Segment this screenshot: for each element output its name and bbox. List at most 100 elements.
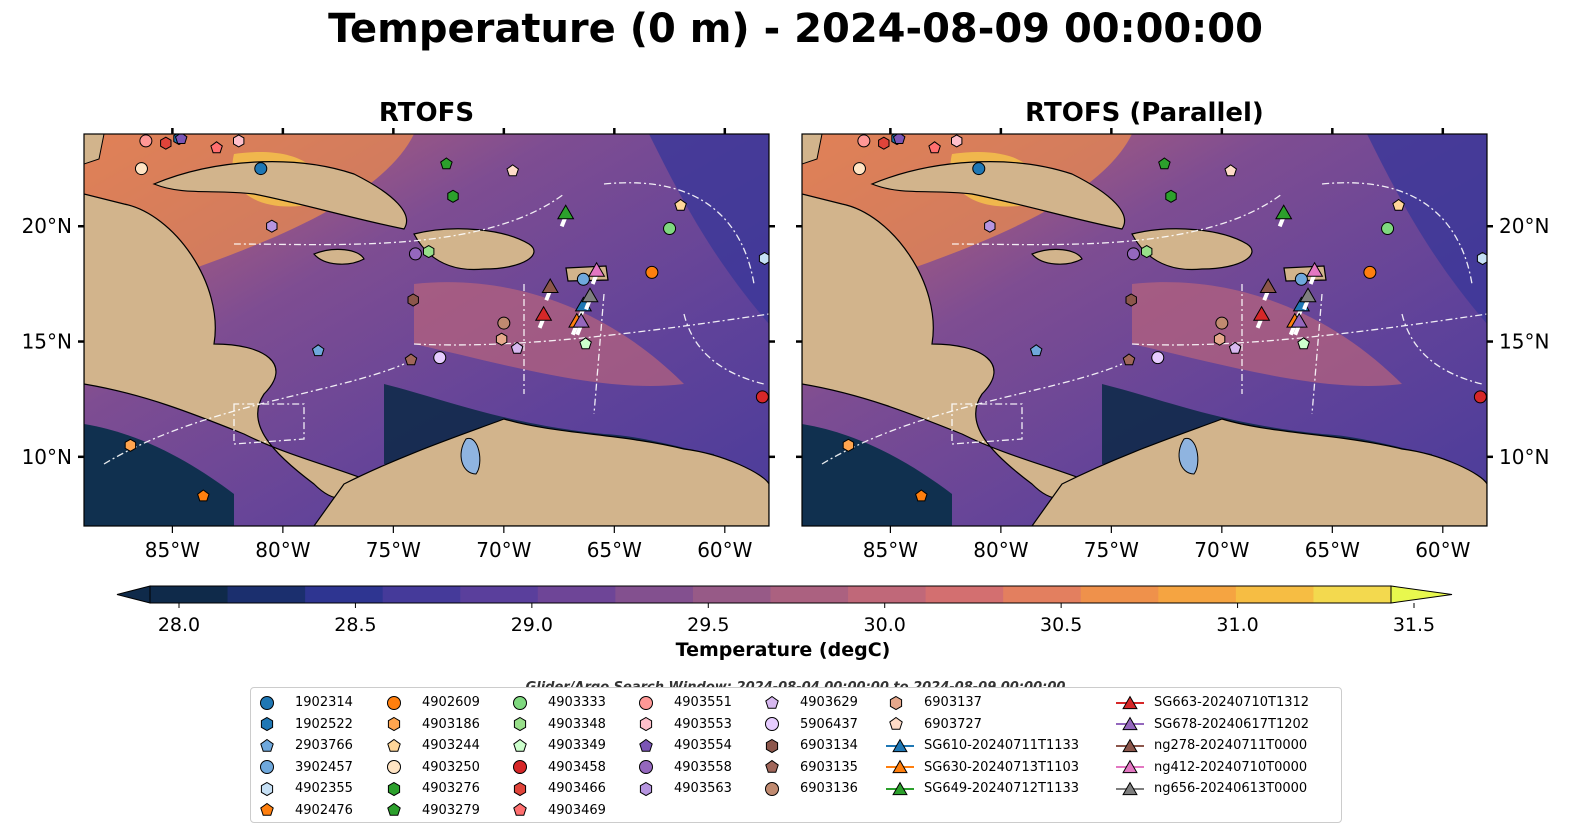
legend-item: 5906437 [762,714,858,736]
legend-triangle-icon [1122,738,1138,752]
legend-label: 4903466 [548,781,606,797]
legend-label: SG610-20240711T1133 [924,738,1080,754]
argo-float-6903134 [407,293,419,307]
legend-pentagon-icon [387,738,401,752]
colorbar-tick-label: 29.0 [511,614,553,636]
legend-marker-icon [639,717,653,732]
colorbar-label: Temperature (degC) [676,639,891,661]
eez-boundary-line [233,193,565,246]
legend-marker-icon [889,717,903,731]
glider-ng278-20240711T0000 [1259,278,1277,293]
colorbar-segment [692,586,771,603]
legend-label: 4903186 [422,716,480,732]
map-frame [801,133,1488,527]
legend-pentagon-icon [260,738,274,752]
legend-item: 4903333 [510,692,606,714]
legend-pentagon-icon [387,803,401,817]
legend-item: ng656-20240613T0000 [1116,778,1309,800]
legend-item: SG663-20240710T1312 [1116,692,1309,714]
argo-float-4903458 [1473,390,1487,404]
legend-circle-icon [765,717,779,732]
legend-item: 4903276 [384,778,480,800]
eez-boundary-line [413,313,769,346]
legend-marker-icon [260,760,274,775]
eez-boundary-line [1401,313,1483,385]
legend-hexagon-icon [387,717,401,732]
argo-float-6903137 [495,332,508,346]
argo-float-4903551 [139,134,153,148]
argo-float-4903554 [892,134,906,144]
figure-title: Temperature (0 m) - 2024-08-09 00:00:00 [328,6,1263,52]
legend-label: 4903551 [674,695,732,711]
map-frame [83,133,770,527]
legend-item: 4903629 [762,692,858,714]
legend-marker-icon [513,760,527,775]
legend-item: 6903136 [762,778,858,800]
legend-label: 1902314 [295,695,353,711]
colorbar-tick-label: 30.0 [864,614,906,636]
legend-pentagon-icon [639,738,653,752]
legend-marker-icon [1116,781,1144,795]
legend-item: 4903551 [636,692,732,714]
colorbar-segment [925,586,1004,603]
legend-item: 1902314 [257,692,353,714]
legend-item: 4902609 [384,692,480,714]
legend-item: 1902522 [257,714,353,736]
glider-SG649-20240712T1133 [1275,204,1293,220]
north-land [84,134,105,165]
legend-column: 6903137 6903727 SG610-20240711T1133 SG630-2… [886,692,1079,800]
legend-item: 4903348 [510,714,606,736]
legend-marker-icon [639,738,653,752]
legend-label: 4903553 [674,716,732,732]
argo-float-4903563 [266,219,278,233]
colorbar-segment [1080,586,1159,603]
central-warm-band [1132,282,1402,386]
legend-marker-icon [513,717,527,732]
legend-item: 6903727 [886,714,1079,736]
eez-boundary-line [951,193,1283,246]
y-tick-label: 15°N [1499,330,1549,354]
legend-hexagon-icon [889,695,903,710]
legend-column: 4902609 4903186 4903244 4903250 4903276 49032… [384,692,480,821]
legend-marker-icon [765,717,779,732]
legend-item: SG610-20240711T1133 [886,735,1079,757]
glider-SG663-20240710T1312 [1252,305,1271,321]
legend-item: 4903469 [510,800,606,822]
legend-hexagon-icon [639,781,653,796]
legend-label: 3902457 [295,759,353,775]
north-land [802,134,823,165]
argo-float-4903553 [951,134,963,148]
legend-column: SG663-20240710T1312 SG678-20240617T1202 ng… [1116,692,1309,800]
glider-SG649-20240712T1133 [557,204,575,220]
argo-float-4903279 [440,157,453,170]
legend-label: 4903469 [548,802,606,818]
argo-float-2903766 [1029,344,1043,357]
x-tick-label: 60°W [697,538,752,562]
eez-boundary-line [593,293,605,415]
argo-float-4903553 [233,134,245,148]
colorbar-segment [1003,586,1082,603]
legend-pentagon-icon [889,717,903,731]
cuba-land [870,161,1126,230]
colorbar-tick-label: 31.0 [1216,614,1258,636]
legend-triangle-icon [1122,695,1138,709]
legend-triangle-icon [892,738,908,752]
legend-marker-icon [1116,759,1144,774]
legend-marker-icon [387,803,401,817]
eez-boundary-line [1131,313,1487,346]
y-tick-label: 20°N [1499,214,1549,238]
glider-SG678-20240617T1202 [1290,312,1308,328]
pacific-cool-region [84,424,234,526]
x-tick-label: 65°W [1305,538,1360,562]
colorbar-tick-label: 29.5 [687,614,729,636]
legend-marker-icon [639,760,653,775]
argo-float-4903551 [857,134,871,148]
legend-hexagon-icon [639,717,653,732]
legend-item: 4903553 [636,714,732,736]
argo-float-6903136 [497,316,511,330]
x-tick-label: 80°W [255,538,310,562]
legend-pentagon-icon [765,760,779,774]
colorbar: 28.0 28.5 29.0 29.5 30.0 30.5 31.0 31.5 Temperat… [116,585,1453,661]
legend-item: 4903279 [384,800,480,822]
legend-hexagon-icon [513,717,527,732]
